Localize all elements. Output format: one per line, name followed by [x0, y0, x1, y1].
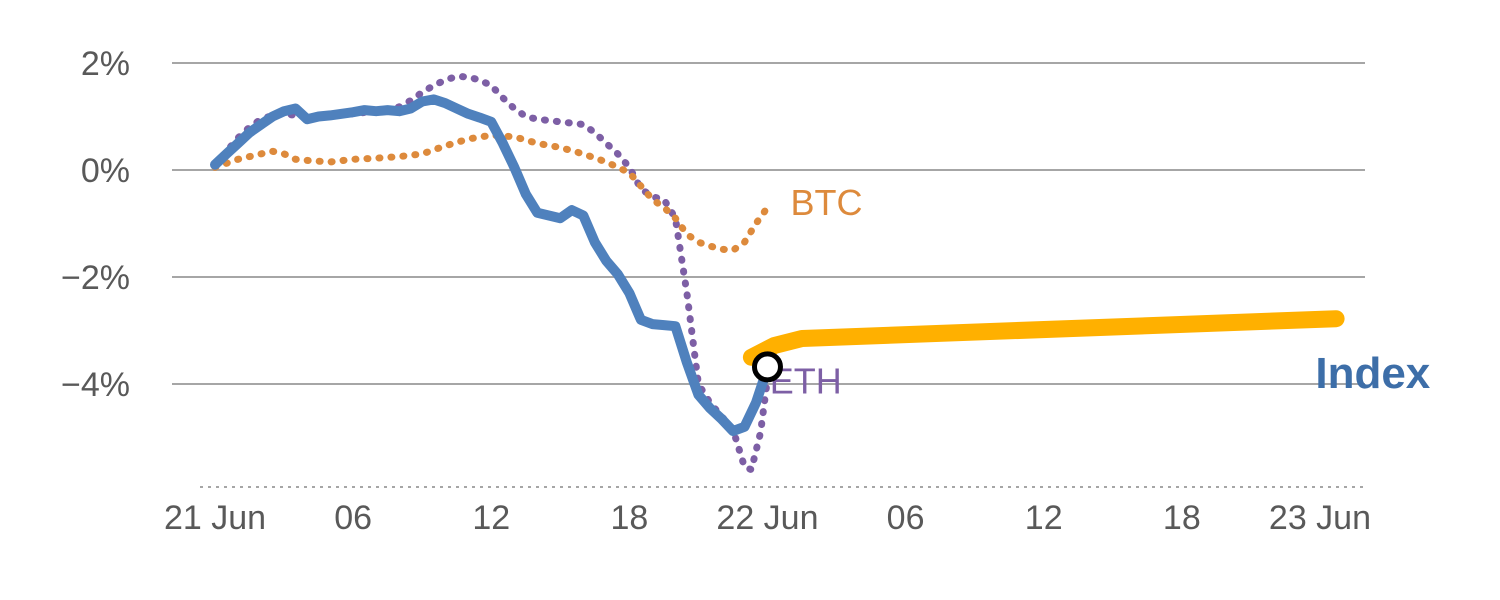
btc-series-label: BTC	[791, 182, 863, 223]
y-tick-label: 0%	[81, 152, 130, 190]
x-tick-label: 23 Jun	[1269, 499, 1371, 537]
index-line	[210, 94, 773, 437]
index-series-label: Index	[1315, 349, 1430, 398]
eth-line	[211, 72, 771, 474]
x-tick-label: 12	[1025, 499, 1063, 537]
x-tick-label: 22 Jun	[716, 499, 818, 537]
y-tick-label: −2%	[61, 259, 130, 297]
y-tick-label: −4%	[61, 366, 130, 404]
btc-line	[211, 131, 771, 254]
forward-line	[742, 310, 1345, 366]
x-tick-label: 06	[334, 499, 372, 537]
x-tick-label: 18	[610, 499, 648, 537]
x-tick-label: 18	[1163, 499, 1201, 537]
y-tick-label: 2%	[81, 45, 130, 83]
x-tick-label: 06	[887, 499, 925, 537]
x-tick-label: 12	[472, 499, 510, 537]
current-point-marker	[751, 351, 783, 383]
x-tick-label: 21 Jun	[164, 499, 266, 537]
